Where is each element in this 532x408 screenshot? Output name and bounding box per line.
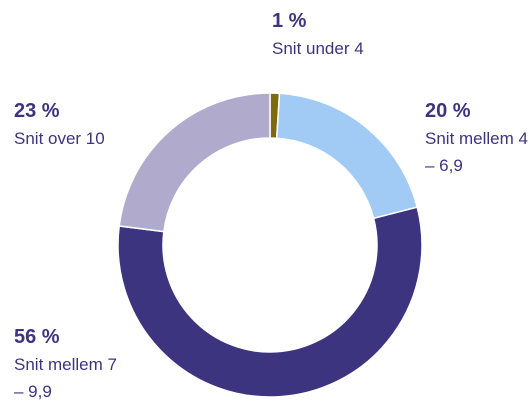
percent-label: 1 %	[272, 10, 307, 32]
segment-label: 1 % Snit under 4	[272, 8, 384, 62]
category-label: Snit over 10	[14, 129, 105, 148]
category-label: Snit mellem 7 – 9,9	[14, 355, 117, 401]
donut-segment	[118, 92, 271, 233]
segment-label: 23 % Snit over 10	[14, 98, 126, 152]
percent-label: 56 %	[14, 326, 60, 348]
donut-segment	[275, 92, 419, 220]
percent-label: 20 %	[425, 100, 471, 122]
percent-label: 23 %	[14, 100, 60, 122]
segment-label: 56 % Snit mellem 7 – 9,9	[14, 324, 126, 405]
category-label: Snit under 4	[272, 39, 364, 58]
donut-segment	[117, 206, 423, 398]
segment-label: 20 % Snit mellem 4 – 6,9	[425, 98, 532, 179]
category-label: Snit mellem 4 – 6,9	[425, 129, 528, 175]
